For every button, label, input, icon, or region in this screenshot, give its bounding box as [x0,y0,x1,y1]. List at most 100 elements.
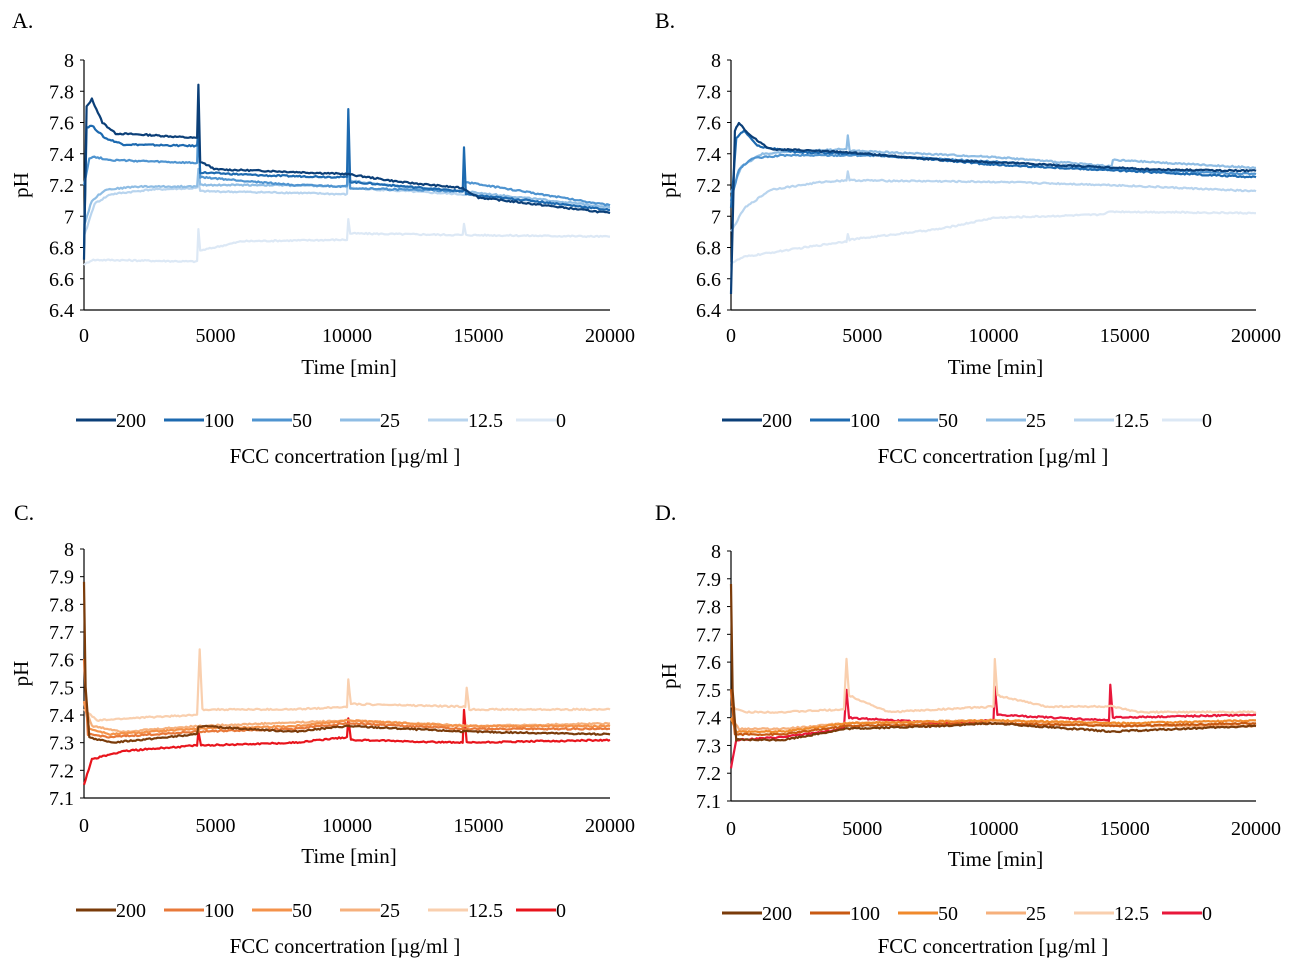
y-tick-label: 7.2 [696,175,721,197]
y-tick-label: 8 [711,541,721,563]
legend-title: FCC concertration [µg/ml ] [230,934,461,958]
y-tick-label: 6.8 [696,238,721,260]
y-tick-label: 6.6 [696,269,721,291]
plot-area [82,581,611,786]
x-tick-label: 10000 [322,325,372,347]
x-tick-label: 20000 [585,325,635,347]
series-line-200 [729,121,1257,295]
y-tick-label: 8 [64,539,74,561]
x-axis-title: Time [min] [948,847,1043,871]
x-tick-label: 5000 [196,325,236,347]
x-tick-label: 5000 [842,325,882,347]
y-tick-label: 7.8 [696,597,721,619]
legend-label: 25 [1026,903,1046,925]
legend-label: 25 [380,410,400,432]
legend: 200 100 50 25 12.5 0 FCC concertration [µg/ml … [76,410,566,468]
series-line-100 [729,129,1257,208]
series-line-100 [82,107,611,249]
y-tick-label: 7.6 [49,113,74,135]
plot-area [729,583,1257,769]
y-tick-label: 7.4 [696,708,721,730]
y-tick-label: 7 [711,206,721,228]
legend-label: 50 [292,900,312,922]
x-tick-label: 10000 [969,818,1019,840]
legend-label: 0 [1202,410,1212,432]
y-tick-label: 8 [711,50,721,72]
y-tick-label: 7.4 [696,144,721,166]
y-tick-label: 7.2 [696,763,721,785]
y-axis-title: pH [9,172,33,198]
legend-label: 200 [116,410,146,432]
x-tick-label: 0 [726,818,736,840]
x-tick-label: 15000 [454,815,504,837]
series-line-0 [83,218,610,266]
legend-label: 100 [204,410,234,432]
y-tick-label: 6.4 [696,300,721,322]
legend-label: 12.5 [1114,410,1149,432]
y-tick-label: 7.8 [696,81,721,103]
plot-area [82,83,611,266]
y-tick-label: 7.9 [696,569,721,591]
legend-title: FCC concertration [µg/ml ] [230,444,461,468]
x-tick-label: 20000 [1231,325,1281,347]
panel-label: A. [12,8,33,33]
series-line-0 [730,210,1257,265]
series-line-100 [82,658,611,739]
legend-label: 200 [762,410,792,432]
y-axis-title: pH [657,663,681,689]
series-line-50 [82,701,611,737]
series-line-200 [82,581,611,744]
series-line-12-5 [730,170,1257,232]
y-tick-label: 7.7 [49,622,74,644]
y-tick-label: 6.4 [49,300,74,322]
y-tick-label: 7.6 [49,650,74,672]
legend-title: FCC concertration [µg/ml ] [878,444,1109,468]
legend-label: 100 [850,903,880,925]
x-tick-label: 0 [79,325,89,347]
legend: 200 100 50 25 12.5 0 FCC concertration [µg/ml … [722,410,1212,468]
legend-label: 12.5 [1114,903,1149,925]
series-line-12-5 [83,648,611,723]
series-line-200 [729,583,1257,742]
x-tick-label: 10000 [322,815,372,837]
x-tick-label: 15000 [454,325,504,347]
series-line-200 [82,83,611,260]
x-tick-label: 0 [79,815,89,837]
x-axis-title: Time [min] [301,355,396,379]
x-tick-label: 5000 [842,818,882,840]
legend-label: 0 [1202,903,1212,925]
y-tick-label: 7.5 [696,680,721,702]
legend-label: 0 [556,900,566,922]
y-tick-label: 7.3 [696,735,721,757]
legend-label: 100 [204,900,234,922]
y-tick-label: 6.6 [49,269,74,291]
x-tick-label: 20000 [585,815,635,837]
legend-label: 0 [556,410,566,432]
y-tick-label: 7.9 [49,567,74,589]
x-tick-label: 10000 [969,325,1019,347]
chart-panel-c: C. 7.1 7.2 7.3 7.4 7.5 7.6 7.7 7.8 7.9 8 0 5000 10000… [9,500,635,958]
x-tick-label: 15000 [1100,818,1150,840]
legend-label: 50 [938,903,958,925]
y-tick-label: 7.4 [49,144,74,166]
y-tick-label: 7.8 [49,81,74,103]
series-line-12-5 [730,657,1257,715]
legend-label: 25 [380,900,400,922]
legend-label: 12.5 [468,900,503,922]
y-tick-label: 7.8 [49,594,74,616]
legend-label: 25 [1026,410,1046,432]
legend: 200 100 50 25 12.5 0 FCC concertration [µg/ml … [76,900,566,958]
y-tick-label: 7.2 [49,175,74,197]
chart-panel-b: B. 6.4 6.6 6.8 7 7.2 7.4 7.6 7.8 8 0 5000 10000 15000… [655,8,1281,468]
legend-label: 50 [292,410,312,432]
legend-label: 100 [850,410,880,432]
legend-title: FCC concertration [µg/ml ] [878,934,1109,958]
y-tick-label: 7.6 [696,652,721,674]
x-tick-label: 5000 [196,815,236,837]
y-axis-title: pH [657,172,681,198]
chart-panel-d: D. 7.1 7.2 7.3 7.4 7.5 7.6 7.7 7.8 7.9 8 0 5000 10000… [655,500,1281,958]
y-tick-label: 7.1 [49,788,74,810]
x-tick-label: 0 [726,325,736,347]
y-tick-label: 8 [64,50,74,72]
series-line-50 [729,717,1256,734]
